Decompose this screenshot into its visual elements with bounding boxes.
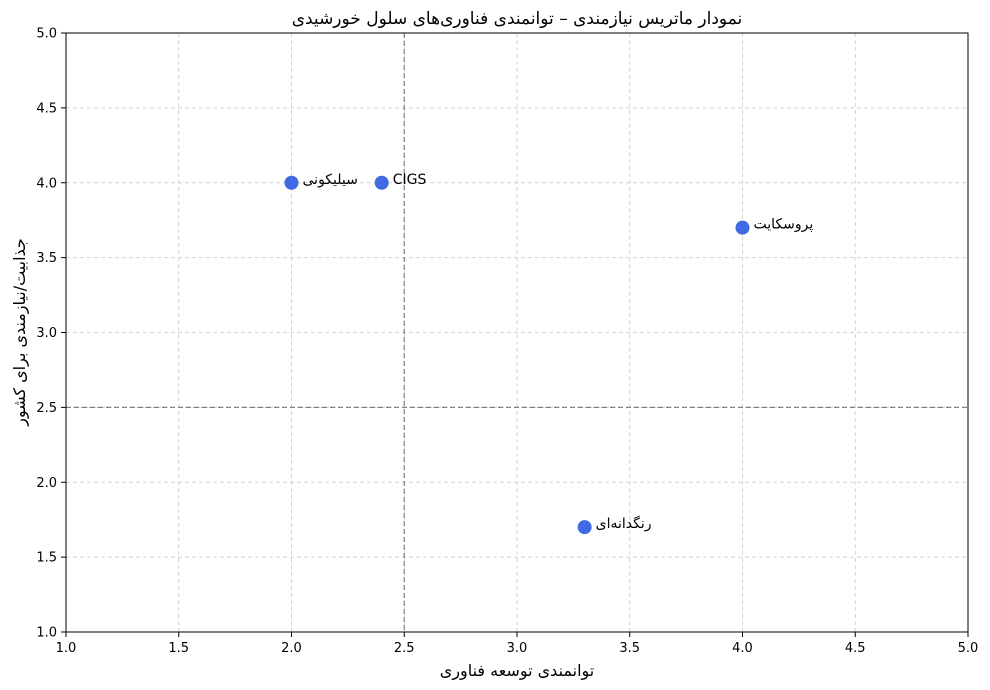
point-label: پروسکایت [754,217,814,233]
y-tick-label: 1.0 [36,626,57,641]
x-tick-label: 1.0 [56,641,77,656]
x-tick-label: 2.0 [281,641,302,656]
y-axis-ticks: 1.0 1.5 2.0 2.5 3.0 3.5 4.0 4.5 5.0 [36,27,66,641]
y-tick-label: 4.0 [36,176,57,191]
point-labels: سیلیکونی CIGS پروسکایت رنگدانه‌ای [303,172,814,532]
point-label: سیلیکونی [303,172,358,188]
x-tick-label: 4.5 [845,641,866,656]
x-tick-label: 5.0 [958,641,979,656]
y-tick-label: 3.5 [36,251,57,266]
data-point [577,520,592,535]
y-tick-label: 2.5 [36,401,57,416]
grid [65,32,969,633]
data-point [284,175,299,190]
point-label: رنگدانه‌ای [596,515,652,532]
point-label: CIGS [393,172,427,188]
x-axis-ticks: 1.0 1.5 2.0 2.5 3.0 3.5 4.0 4.5 5.0 [56,632,979,656]
x-tick-label: 4.0 [732,641,753,656]
y-tick-label: 5.0 [36,27,57,42]
x-axis-title: توانمندی توسعه فناوری [440,661,595,681]
y-tick-label: 2.0 [36,476,57,491]
data-point [735,220,750,235]
reference-lines [66,33,968,632]
x-tick-label: 2.5 [394,641,415,656]
x-tick-label: 3.5 [619,641,640,656]
chart-title: نمودار ماتریس نیازمندی – توانمندی فناوری… [292,9,743,29]
x-tick-label: 1.5 [168,641,189,656]
x-tick-label: 3.0 [507,641,528,656]
data-point [374,175,389,190]
y-tick-label: 3.0 [36,326,57,341]
y-tick-label: 4.5 [36,101,57,116]
data-points [284,175,750,535]
y-tick-label: 1.5 [36,551,57,566]
y-axis-title: جذابیت/نیازمندی برای کشور [10,238,30,427]
